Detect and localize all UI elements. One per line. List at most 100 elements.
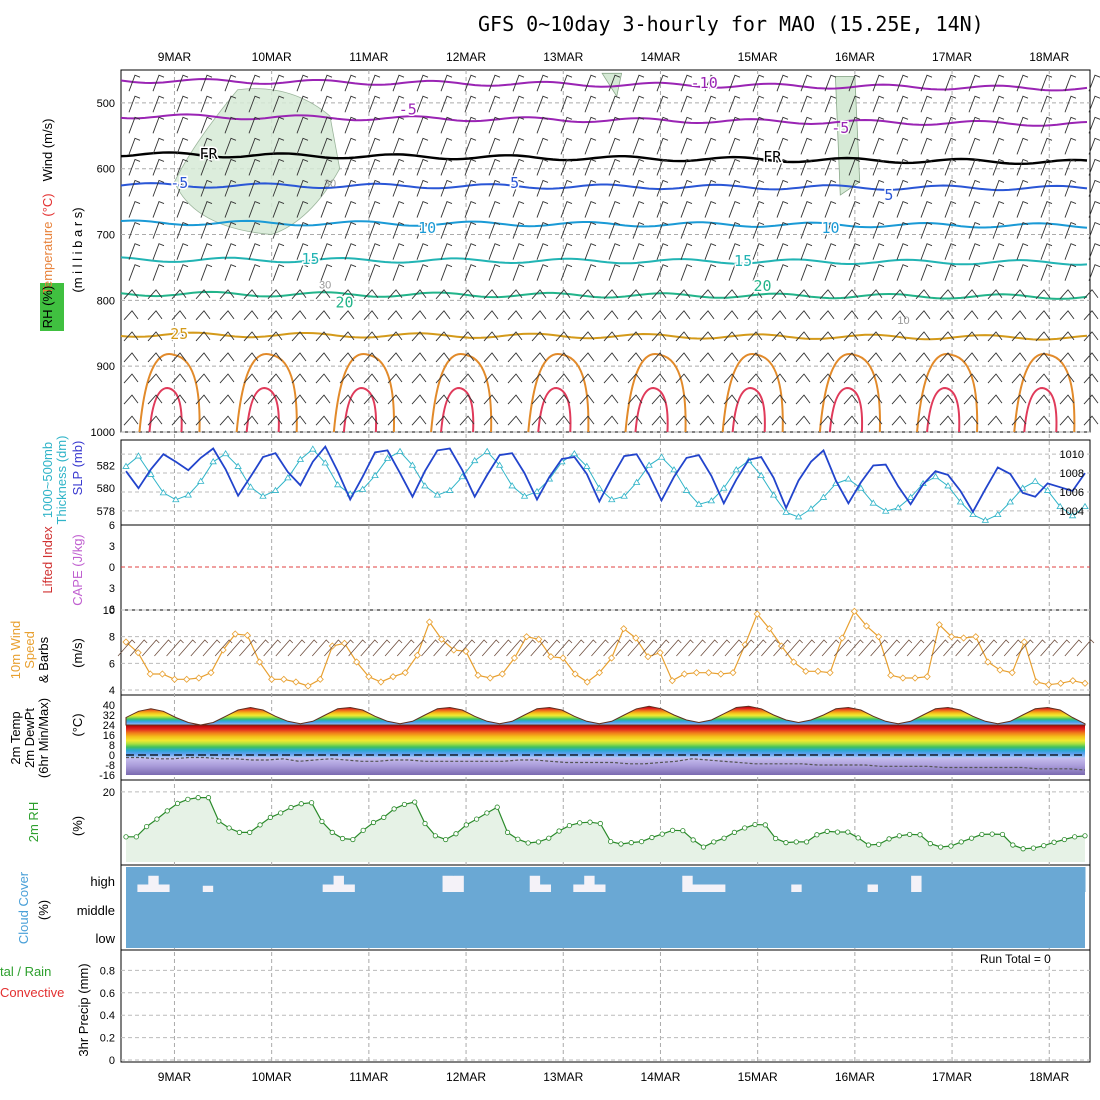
high-cloud-bar [888,867,901,892]
lifted-index-tick-label: 6 [109,520,115,532]
wind-barb [872,158,885,176]
wind10m-barb [494,639,512,657]
wind10m-barb [651,639,670,657]
rh-point [257,822,263,828]
high-cloud-bar [365,867,378,892]
wind-barb [920,243,933,260]
wind-barb [843,415,859,426]
wind-barb [752,137,765,155]
wind-barb [771,352,787,363]
wind-speed-point [984,658,992,666]
wind-barb [776,222,789,239]
wind-speed-point [231,630,239,638]
wind-barb [656,137,669,155]
isotherm-line [120,331,1088,341]
pressure-tick-label: 1000 [91,427,115,439]
wind-barb [800,200,813,218]
cold-band [126,757,1085,775]
upper-label-wind: Wind (m/s) [40,119,55,182]
wind10m-barb [979,639,998,657]
wind-barb [411,310,427,321]
thickness-point [794,513,803,520]
cloud-units: (%) [36,900,51,920]
wind-speed-point [377,678,385,686]
date-label-top: 14MAR [640,50,680,64]
high-cloud-bar [1019,867,1032,892]
thickness-point [857,484,865,491]
high-cloud-bar [529,867,541,876]
wind-barb [1040,158,1053,176]
wind-barb [123,310,139,321]
wind-barb [416,158,429,176]
wind-barb [152,137,165,155]
rh-point [205,795,212,801]
date-label-bottom: 10MAR [252,1070,292,1084]
wind-speed-point [195,674,203,682]
wind-barb [272,179,285,197]
wind-barb [699,310,715,321]
rh-point [628,840,634,846]
rh-point [360,827,366,833]
rh-point [1051,839,1057,845]
wind-barb [939,289,955,300]
date-label-bottom: 18MAR [1029,1070,1069,1084]
wind-barb [296,222,309,239]
wind-barb [248,116,261,134]
wind-barb [819,331,835,342]
thickness-point [284,474,292,481]
wind-barb [267,352,283,363]
wind-barb [632,137,645,155]
wind-barb [867,331,883,342]
rh-point [154,816,160,822]
wind-barb [968,179,981,197]
wind-barb [1040,137,1053,155]
wind-speed-point [316,675,324,683]
wind-barb [747,331,763,342]
wind-barb [363,373,379,384]
high-cloud-bar [1074,867,1086,892]
wind-barb [771,415,787,426]
wind-barb [200,95,213,113]
high-cloud-bar [943,867,955,892]
wind-barb [1016,179,1029,197]
wind-barb [1011,289,1027,300]
wind-barb [776,95,789,113]
wind-speed-point [996,666,1004,674]
wind-barb [200,179,213,197]
wind10m-barb [457,639,476,657]
wind10m-barb [1040,639,1058,657]
wind-barb [704,95,717,113]
wind-barb [416,179,429,197]
wind10m-barb [882,639,901,657]
wind-barb [243,310,259,321]
wind-barb [315,310,331,321]
rh-point [1082,833,1088,839]
wind-barb [152,116,165,134]
wind-barb [315,331,331,342]
wind10m-barb [530,639,549,657]
wind-barb [632,179,645,197]
wind-barb [651,415,667,426]
wind-speed-point [122,638,130,646]
thickness-point [122,462,130,469]
wind-barb [344,158,357,176]
wind-barb [195,394,211,405]
high-cloud-bar [616,867,628,892]
date-label-bottom: 16MAR [835,1070,875,1084]
wind-barb [848,222,861,239]
wind-barb [848,74,861,92]
wind-barb [608,264,621,281]
wind-barb [992,95,1005,113]
wind-barb [128,137,141,155]
high-cloud-bar [725,867,737,892]
wind-barb [176,200,189,218]
rh-point [278,810,284,816]
wind-barb [968,95,981,113]
rh-point [649,834,655,841]
wind-barb [1011,373,1027,384]
isotherm-warm-contour [624,352,687,433]
wind-barb [363,331,379,342]
wind-barb [507,331,523,342]
wind-barb [344,95,357,113]
wind10m-barb [858,639,876,657]
